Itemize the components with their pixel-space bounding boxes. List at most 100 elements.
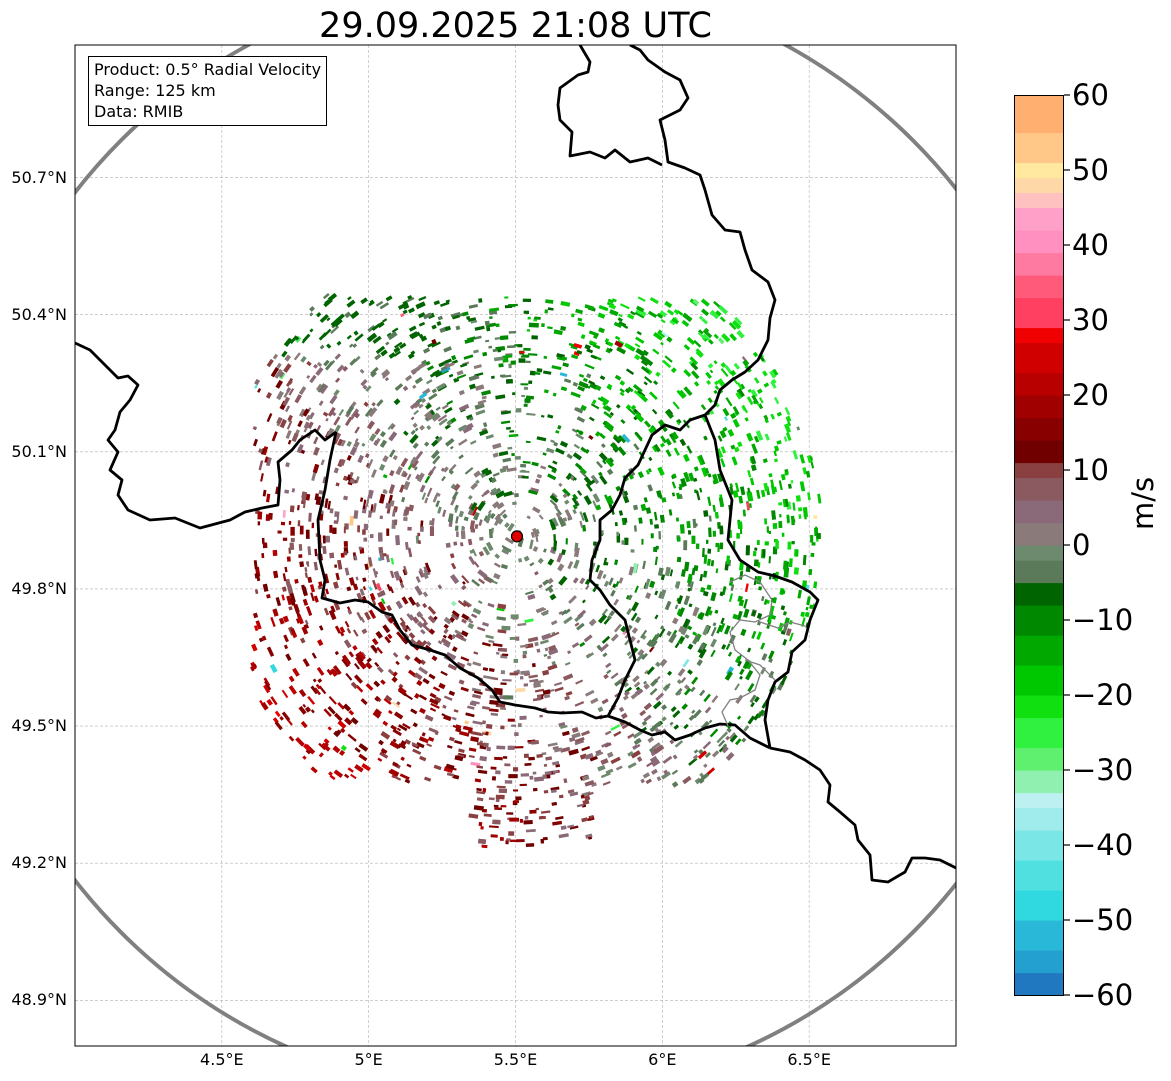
velocity-echo xyxy=(350,408,359,418)
velocity-echo xyxy=(432,686,441,692)
velocity-echo xyxy=(798,514,802,519)
velocity-echo xyxy=(454,629,462,636)
velocity-echo xyxy=(298,689,307,698)
velocity-echo xyxy=(283,644,289,650)
velocity-echo xyxy=(615,765,623,771)
velocity-echo xyxy=(567,561,574,570)
velocity-echo xyxy=(323,738,330,745)
velocity-echo xyxy=(649,639,658,648)
velocity-echo xyxy=(570,354,579,360)
velocity-echo xyxy=(319,314,329,323)
velocity-echo xyxy=(691,535,696,544)
velocity-echo xyxy=(779,514,782,518)
velocity-echo xyxy=(481,395,487,400)
velocity-echo xyxy=(272,353,279,360)
velocity-echo xyxy=(365,661,373,670)
velocity-echo xyxy=(604,730,612,736)
velocity-echo xyxy=(392,761,399,767)
velocity-echo xyxy=(461,525,464,531)
velocity-echo xyxy=(501,548,509,555)
velocity-echo xyxy=(325,417,329,422)
colorbar-band xyxy=(1014,582,1064,606)
velocity-echo xyxy=(367,556,373,567)
velocity-echo xyxy=(426,641,432,647)
velocity-echo xyxy=(703,590,709,597)
velocity-echo xyxy=(703,693,711,703)
velocity-echo xyxy=(624,690,630,697)
velocity-echo xyxy=(692,298,700,306)
velocity-echo xyxy=(681,569,686,577)
velocity-echo xyxy=(796,426,801,431)
velocity-echo xyxy=(736,533,740,539)
velocity-echo xyxy=(306,374,311,379)
velocity-echo xyxy=(394,383,403,391)
velocity-echo xyxy=(307,576,313,583)
colorbar-tick-label: −50 xyxy=(1072,903,1134,937)
colorbar-band xyxy=(1014,747,1064,771)
velocity-echo xyxy=(520,463,527,468)
velocity-echo xyxy=(285,430,292,439)
velocity-echo xyxy=(543,790,549,794)
colorbar-tick-label: 40 xyxy=(1072,228,1109,262)
velocity-echo xyxy=(391,327,399,333)
velocity-echo xyxy=(270,696,278,706)
velocity-echo xyxy=(262,583,269,592)
velocity-echo xyxy=(320,459,325,466)
velocity-echo xyxy=(409,401,419,410)
velocity-echo xyxy=(427,605,437,615)
velocity-echo xyxy=(379,439,388,448)
velocity-echo xyxy=(597,764,606,772)
velocity-echo xyxy=(386,332,392,337)
colorbar-band xyxy=(1014,717,1064,749)
velocity-echo xyxy=(526,412,536,416)
product-info-box: Product: 0.5° Radial Velocity Range: 125… xyxy=(88,56,328,126)
velocity-echo xyxy=(497,349,501,353)
velocity-echo xyxy=(523,386,529,390)
border-belgium-netherlands xyxy=(556,45,663,167)
velocity-echo xyxy=(425,403,432,410)
velocity-echo xyxy=(784,471,789,476)
velocity-echo xyxy=(330,317,341,328)
velocity-echo xyxy=(737,521,743,530)
y-tick-label: 50.1°N xyxy=(11,441,67,461)
velocity-echo xyxy=(747,470,752,478)
velocity-echo xyxy=(756,540,760,545)
velocity-echo xyxy=(542,579,550,586)
velocity-echo xyxy=(343,551,348,556)
velocity-echo xyxy=(547,464,557,471)
velocity-echo xyxy=(597,706,604,713)
velocity-echo xyxy=(467,617,472,622)
velocity-echo xyxy=(513,767,519,772)
velocity-echo xyxy=(669,319,676,326)
velocity-echo xyxy=(412,422,418,428)
velocity-echo xyxy=(619,391,625,397)
velocity-echo xyxy=(504,296,509,299)
velocity-echo xyxy=(404,739,411,745)
velocity-echo xyxy=(543,548,547,553)
velocity-echo xyxy=(802,467,808,475)
velocity-echo xyxy=(402,309,408,315)
velocity-echo xyxy=(451,633,457,640)
velocity-echo xyxy=(614,335,621,341)
velocity-echo xyxy=(775,540,779,549)
velocity-echo xyxy=(624,517,628,523)
velocity-echo xyxy=(372,335,382,344)
velocity-echo xyxy=(301,491,307,502)
velocity-echo xyxy=(533,776,544,782)
velocity-echo xyxy=(512,800,518,806)
velocity-echo xyxy=(795,495,801,502)
velocity-echo xyxy=(384,377,390,382)
velocity-echo xyxy=(542,689,551,695)
velocity-echo xyxy=(773,445,780,452)
velocity-echo xyxy=(751,610,757,617)
velocity-echo xyxy=(309,584,316,593)
velocity-echo xyxy=(267,457,272,466)
velocity-echo xyxy=(550,786,560,791)
velocity-echo xyxy=(326,668,333,676)
velocity-echo xyxy=(286,556,291,562)
velocity-echo xyxy=(730,444,736,450)
velocity-echo xyxy=(415,576,421,583)
velocity-echo xyxy=(634,525,637,532)
velocity-echo xyxy=(486,326,491,332)
velocity-echo xyxy=(568,736,576,743)
